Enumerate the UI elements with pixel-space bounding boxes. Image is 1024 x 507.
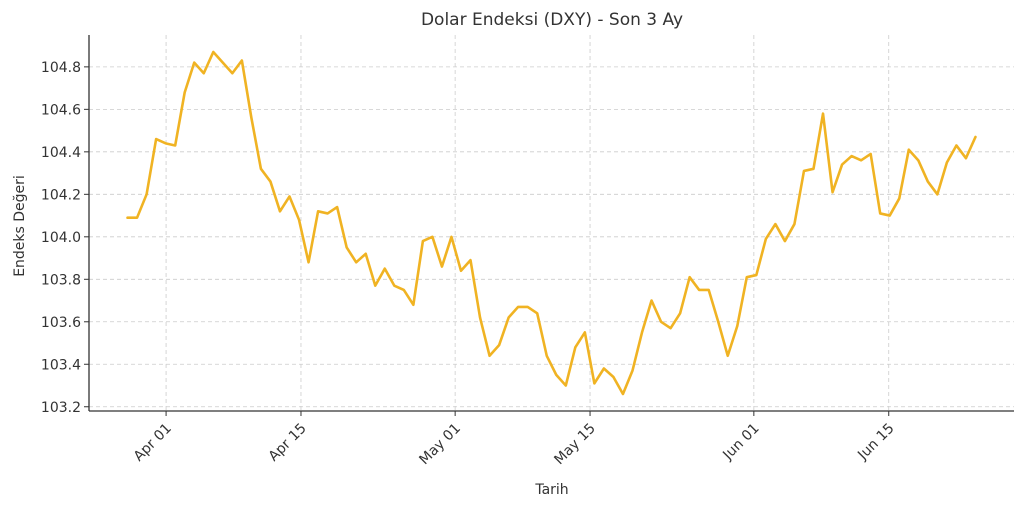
axes <box>88 35 1014 412</box>
x-axis-label: Tarih <box>534 482 568 498</box>
y-tick-label: 104.2 <box>41 187 81 203</box>
x-tick-label: Jun 01 <box>719 421 762 464</box>
y-axis-label: Endeks Değeri <box>12 175 28 277</box>
chart-title: Dolar Endeksi (DXY) - Son 3 Ay <box>421 10 683 30</box>
y-tick-label: 104.4 <box>41 145 81 161</box>
y-tick-label: 103.8 <box>41 272 81 288</box>
x-tick-label: May 15 <box>551 421 599 469</box>
x-tick-label: Jun 15 <box>854 421 897 464</box>
y-tick-label: 103.6 <box>41 315 81 331</box>
series <box>126 50 977 396</box>
y-tick-label: 104.8 <box>41 60 81 76</box>
x-tick-label: Apr 15 <box>266 421 310 465</box>
x-tick-label: May 01 <box>416 421 464 469</box>
y-tick-label: 103.4 <box>41 357 81 373</box>
y-tick-label: 104.0 <box>41 230 81 246</box>
y-tick-label: 103.2 <box>41 400 81 416</box>
grid <box>89 35 1014 411</box>
x-tick-label: Apr 01 <box>131 421 175 465</box>
y-tick-label: 104.6 <box>41 102 81 118</box>
series-line-dxy <box>126 50 977 396</box>
